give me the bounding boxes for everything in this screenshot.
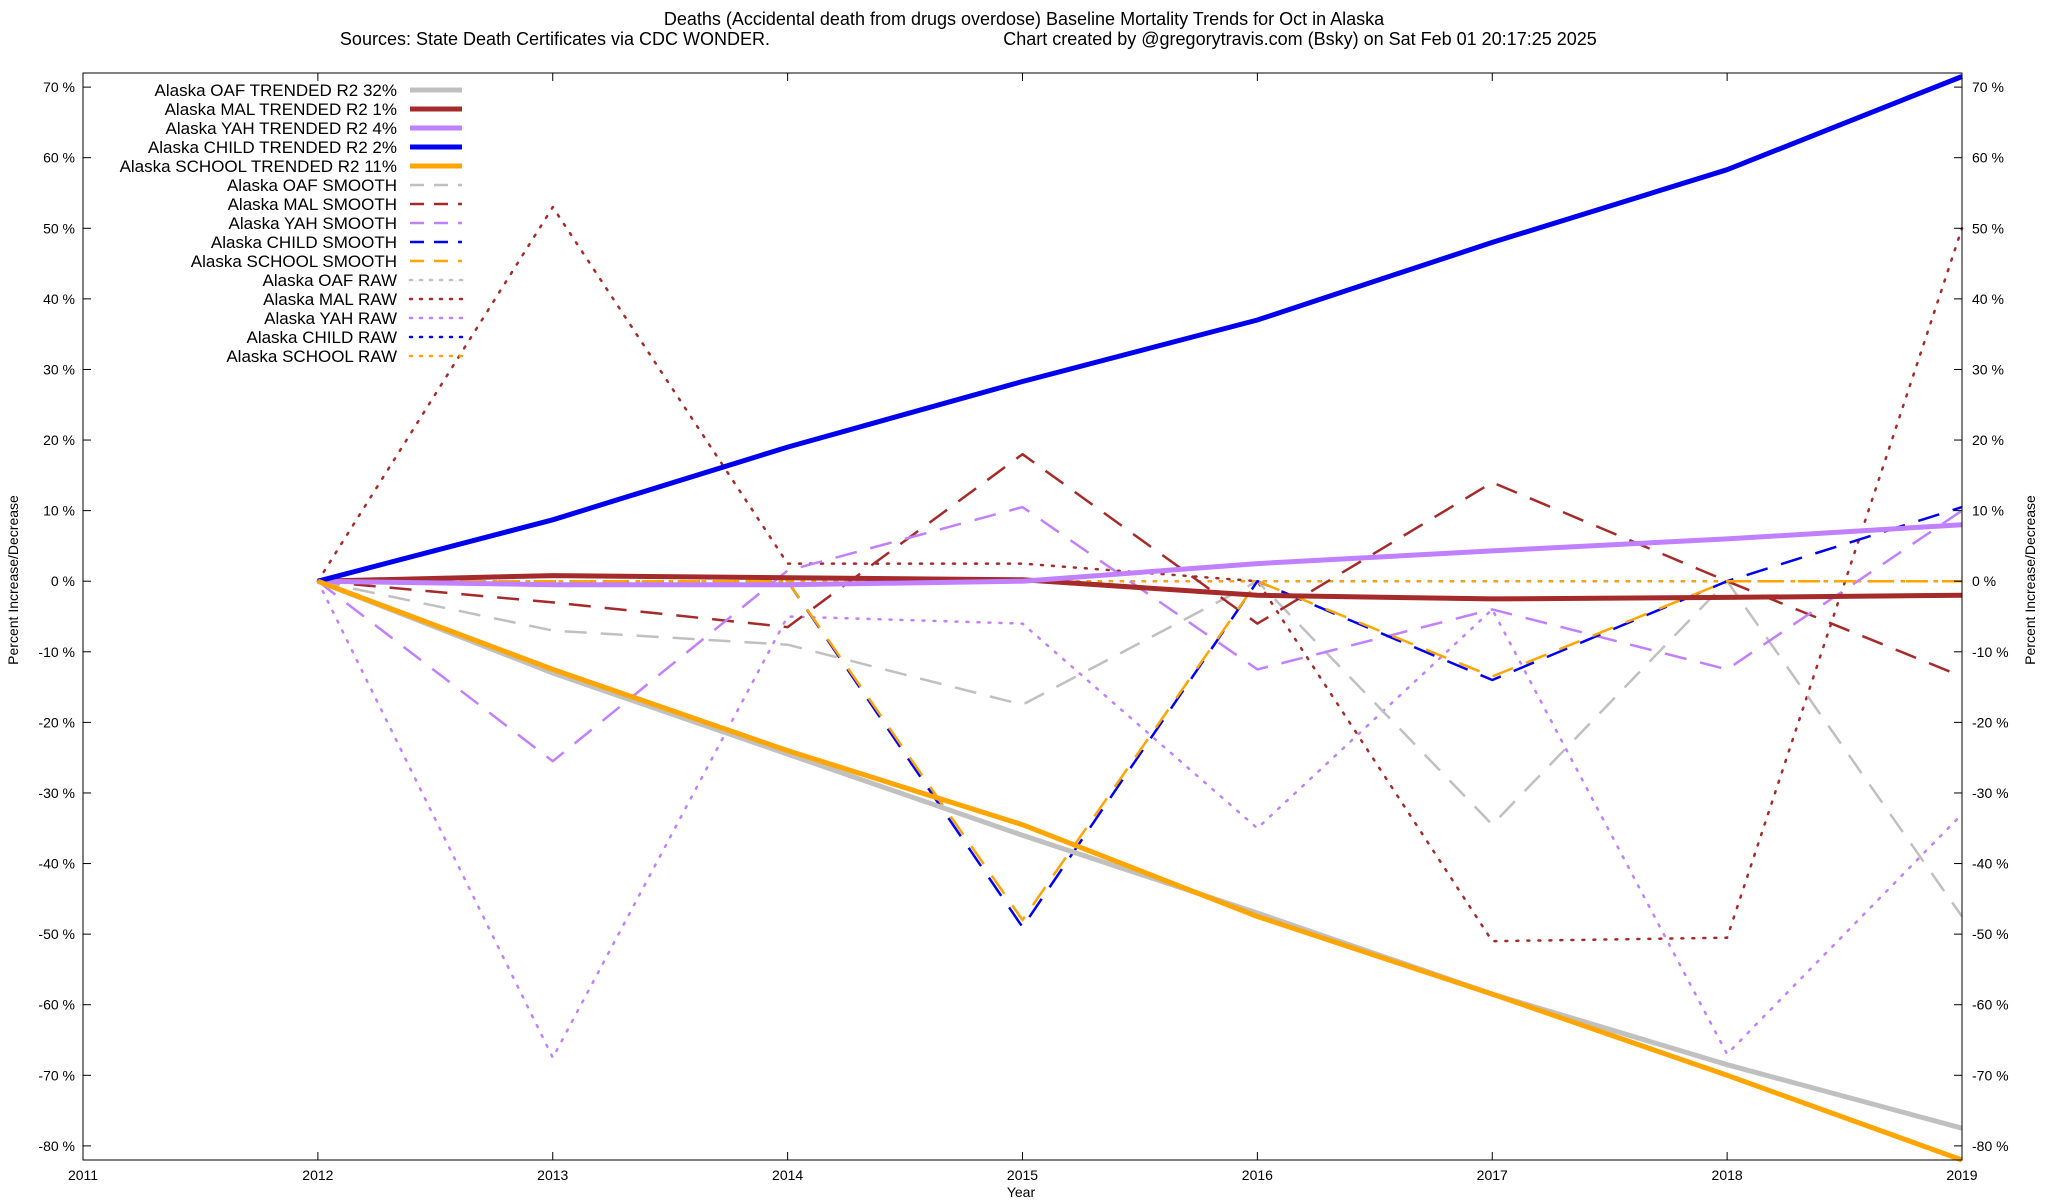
y-tick-label-left: 60 % [43,150,75,166]
x-tick-label: 2017 [1477,1167,1508,1183]
y-axis-label-right: Percent Increase/Decrease [2022,495,2038,665]
y-tick-label-right: 60 % [1972,150,2004,166]
y-tick-label-right: 10 % [1972,503,2004,519]
series-line-alaska-oaf-smooth [317,579,1964,918]
y-axis-right: 70 % 60 % 50 % 40 % 30 % 20 % 10 % 0 % -10 % -20 … [1954,79,2009,1154]
x-tick-label: 2011 [68,1167,98,1183]
y-tick-label-left: -70 % [38,1067,75,1083]
chart-subtitle-credit: Chart created by @gregorytravis.com (Bsk… [1003,29,1597,49]
series-line-alaska-yah-trended-r2-4 [317,522,1963,588]
x-tick-label: 2015 [1007,1167,1038,1183]
x-tick-label: 2018 [1712,1167,1743,1183]
legend-label: Alaska MAL TRENDED R2 1% [165,100,397,119]
series-line-alaska-oaf-trended-r2-32 [316,578,1963,1131]
x-tick-label: 2016 [1242,1167,1273,1183]
legend-label: Alaska CHILD TRENDED R2 2% [148,138,397,157]
y-tick-label-right: -60 % [1972,997,2009,1013]
legend-label: Alaska SCHOOL RAW [226,347,397,366]
y-tick-label-right: -80 % [1972,1138,2009,1154]
series-line-alaska-yah-raw [316,579,1964,1059]
legend-label: Alaska OAF TRENDED R2 32% [155,81,397,100]
x-tick-label: 2014 [772,1167,803,1183]
y-tick-label-right: -40 % [1972,856,2009,872]
y-tick-label-right: 20 % [1972,432,2004,448]
y-tick-label-left: 40 % [43,291,75,307]
y-tick-label-right: -50 % [1972,926,2009,942]
series-line-alaska-mal-smooth [317,452,1963,678]
x-tick-label: 2013 [537,1167,568,1183]
y-axis-label-left: Percent Increase/Decrease [5,495,21,665]
y-tick-label-left: 30 % [43,361,75,377]
y-tick-label-left: -10 % [38,644,75,660]
y-axis-left: 70 % 60 % 50 % 40 % 30 % 20 % 10 % 0 % -10 % -20 … [38,79,91,1154]
y-tick-label-left: 0 % [51,573,75,589]
legend-label: Alaska MAL SMOOTH [228,195,397,214]
y-tick-label-right: 0 % [1972,573,1996,589]
series-line-alaska-yah-smooth [317,505,1963,763]
legend-label: Alaska SCHOOL SMOOTH [191,252,397,271]
chart-subtitle-sources: Sources: State Death Certificates via CD… [340,29,770,49]
series-line-alaska-school-trended-r2-11 [317,578,1963,1163]
y-tick-label-right: 40 % [1972,291,2004,307]
series-line-alaska-mal-trended-r2-1 [317,573,1963,602]
y-tick-label-right: -70 % [1972,1067,2009,1083]
y-tick-label-left: -20 % [38,714,75,730]
y-tick-label-right: -30 % [1972,785,2009,801]
x-axis: 2011 2012 2013 2014 2015 2016 2017 2018 2019 [68,73,1978,1183]
series-line-alaska-child-trended-r2-2 [317,74,1963,584]
series-line-alaska-school-smooth [317,579,1962,922]
legend-label: Alaska YAH TRENDED R2 4% [166,119,397,138]
y-tick-label-left: 10 % [43,503,75,519]
legend-label: Alaska OAF SMOOTH [227,176,397,195]
x-tick-label: 2012 [302,1167,333,1183]
series-layer [316,74,1964,1163]
y-tick-label-right: 70 % [1972,79,2004,95]
legend-label: Alaska CHILD SMOOTH [211,233,397,252]
y-tick-label-left: 20 % [43,432,75,448]
y-tick-label-left: 70 % [43,79,75,95]
chart-title: Deaths (Accidental death from drugs over… [664,9,1385,29]
x-tick-label: 2019 [1946,1167,1977,1183]
x-axis-label: Year [1007,1184,1036,1200]
legend-label: Alaska MAL RAW [263,290,397,309]
legend-label: Alaska YAH SMOOTH [229,214,397,233]
legend: Alaska OAF TRENDED R2 32%Alaska MAL TREN… [120,81,464,366]
y-tick-label-left: -30 % [38,785,75,801]
y-tick-label-right: 30 % [1972,361,2004,377]
y-tick-label-right: 50 % [1972,220,2004,236]
legend-label: Alaska CHILD RAW [246,328,397,347]
y-tick-label-left: 50 % [43,220,75,236]
legend-label: Alaska YAH RAW [264,309,397,328]
y-tick-label-left: -40 % [38,856,75,872]
y-tick-label-right: -10 % [1972,644,2009,660]
y-tick-label-right: -20 % [1972,714,2009,730]
legend-label: Alaska SCHOOL TRENDED R2 11% [120,157,397,176]
y-tick-label-left: -60 % [38,997,75,1013]
y-tick-label-left: -80 % [38,1138,75,1154]
y-tick-label-left: -50 % [38,926,75,942]
legend-label: Alaska OAF RAW [263,271,397,290]
